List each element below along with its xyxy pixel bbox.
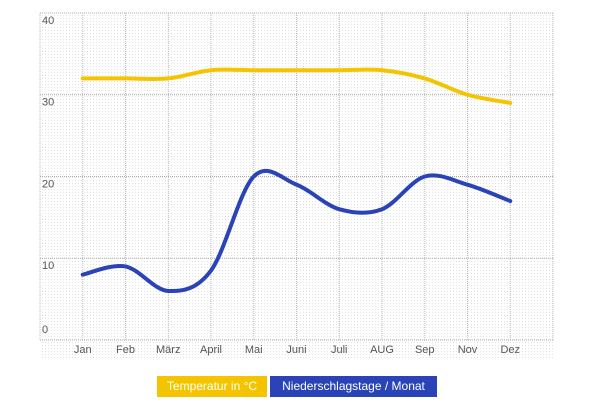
legend-swatch[interactable] <box>157 376 267 397</box>
x-tick-label: Mai <box>245 344 263 356</box>
y-tick-label: 10 <box>42 260 54 272</box>
x-tick-label: Juli <box>331 344 348 356</box>
data-line <box>80 67 513 105</box>
y-tick-label: 0 <box>42 324 48 336</box>
data-line <box>80 168 513 294</box>
legend-swatch[interactable] <box>270 376 437 397</box>
x-tick-label: AUG <box>370 344 394 356</box>
x-tick-label: Nov <box>458 344 478 356</box>
x-tick-label: April <box>200 344 222 356</box>
x-tick-label: März <box>156 344 180 356</box>
y-tick-label: 30 <box>42 97 54 109</box>
x-tick-label: Sep <box>415 344 435 356</box>
x-tick-label: Jan <box>74 344 92 356</box>
legend-label[interactable]: Temperatur in °C <box>167 379 257 393</box>
x-tick-label: Dez <box>500 344 520 356</box>
x-tick-label: Juni <box>286 344 306 356</box>
legend-label[interactable]: Niederschlagstage / Monat <box>282 379 425 393</box>
y-tick-label: 20 <box>42 178 54 190</box>
x-tick-label: Feb <box>116 344 135 356</box>
y-tick-label: 40 <box>42 15 54 27</box>
